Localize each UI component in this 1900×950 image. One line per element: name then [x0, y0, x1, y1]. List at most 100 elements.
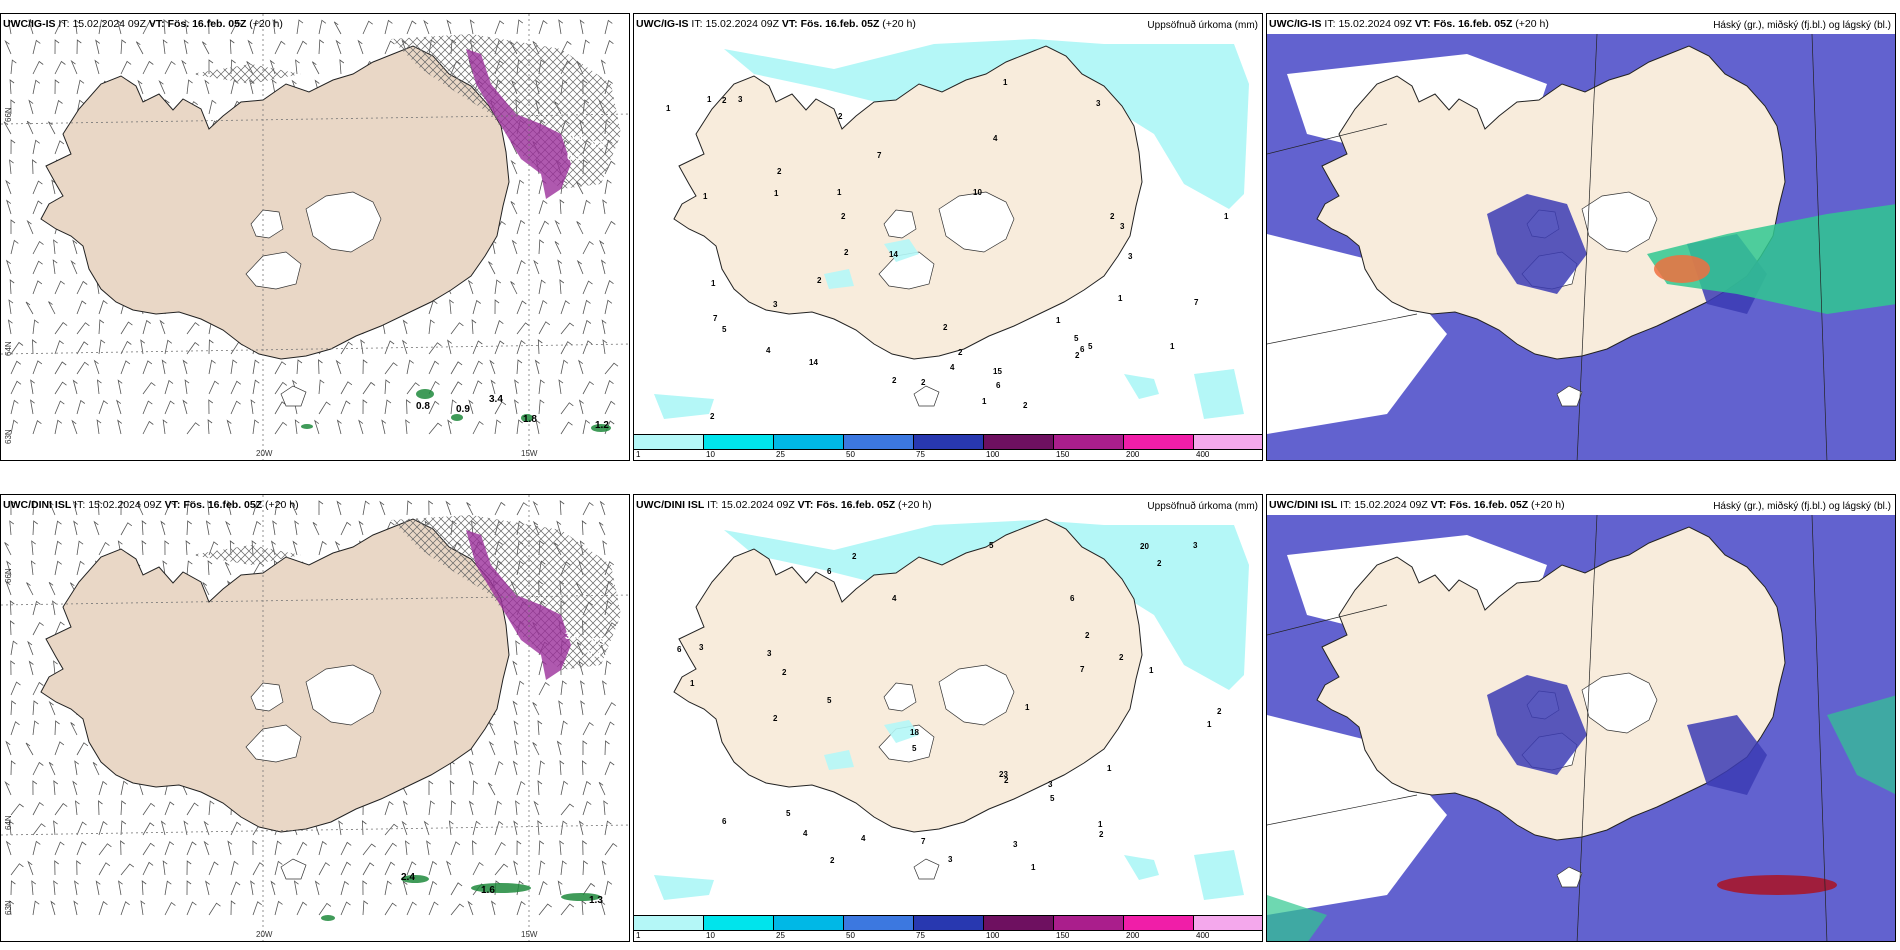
wind-barb [32, 840, 41, 856]
colorbar-swatch [634, 915, 704, 931]
wind-barb [472, 420, 484, 435]
wind-barb [538, 379, 545, 395]
wind-barb [516, 680, 525, 696]
wind-barb [182, 359, 188, 375]
wind-barb [205, 880, 210, 896]
wind-barb [489, 359, 496, 375]
wind-barb [142, 319, 151, 335]
wind-barb [117, 419, 123, 435]
wind-barb [120, 840, 125, 856]
precip-value: 2 [958, 348, 963, 357]
wind-barb [252, 359, 260, 375]
wind-barb [230, 359, 238, 375]
precip-value: 2 [1110, 212, 1115, 221]
wind-barb [186, 342, 200, 355]
wind-barb [447, 339, 452, 355]
wind-barb [164, 501, 175, 516]
wind-barb [428, 860, 438, 876]
wind-barb [186, 901, 197, 916]
wind-barb [54, 520, 62, 536]
precip-value: 3 [699, 643, 704, 652]
wind-barb [559, 760, 565, 776]
lead-time: (+20 h) [1531, 499, 1565, 511]
wind-barb [10, 880, 16, 896]
wind-barb [201, 41, 210, 55]
precip-cyan [724, 39, 1249, 209]
wind-map: 0.3 0.3 0.5 0.8 0.9 3.4 1.8 1.2 [1, 14, 629, 460]
cloud-panel-ig: UWC/IG-IS IT: 15.02.2024 09Z VT: Fös. 16… [1266, 13, 1896, 461]
latitude-gridline [1, 824, 629, 836]
wind-barb [318, 500, 324, 515]
precip-value: 2 [1023, 401, 1028, 410]
model-name: UWC/DINI ISL [1269, 499, 1338, 511]
wind-barb [32, 681, 44, 696]
wind-barb [339, 59, 345, 75]
wind-barb [576, 259, 584, 275]
wind-barb [76, 79, 85, 95]
wind-barb [516, 19, 524, 35]
colorbar-swatch [984, 434, 1054, 450]
wind-barb [185, 540, 191, 556]
wind-barb [516, 840, 522, 856]
it-label: IT: [1340, 499, 1352, 511]
wind-barb [472, 299, 481, 315]
model-name: UWC/DINI ISL [3, 499, 72, 511]
wind-barb [576, 221, 584, 235]
colorbar-label: 10 [706, 450, 715, 459]
wind-barb [252, 901, 262, 916]
wind-barb [494, 299, 500, 315]
wind-barb [54, 60, 66, 75]
wind-barb [32, 600, 41, 616]
wind-barb [72, 780, 78, 796]
wind-map: 3.4 0.50.4 2.4 1.6 1.3 [1, 495, 629, 941]
wind-barb [10, 760, 16, 776]
wind-barb [494, 279, 502, 295]
precip-value: 1 [690, 679, 695, 688]
wind-barb [488, 261, 496, 275]
wind-barb [448, 820, 454, 836]
it-value: 15.02.2024 09Z [1338, 18, 1412, 30]
colorbar-swatch [844, 434, 914, 450]
wind-barb [336, 500, 342, 516]
wind-barb [598, 521, 606, 536]
precip-value: 5 [1050, 794, 1055, 803]
wind-barb [582, 419, 591, 435]
wind-barb [10, 721, 20, 736]
wind-barb [515, 800, 520, 816]
wind-barb [362, 381, 376, 395]
wind-barb [294, 520, 300, 536]
wind-barb [97, 500, 103, 516]
colorbar-label: 25 [776, 931, 785, 940]
wind-barb [186, 422, 200, 435]
wind-barb [54, 99, 63, 115]
precip-value: 3 [1013, 840, 1018, 849]
panel-title: Háský (gr.), miðský (fj.bl.) og lágský (… [1713, 20, 1891, 31]
colorbar-swatch [1054, 915, 1124, 931]
precip-value: 2 [943, 323, 948, 332]
wind-barb [513, 720, 519, 736]
colorbar-swatch [1124, 434, 1194, 450]
high-cloud-area [1267, 895, 1327, 941]
wind-barb [446, 860, 452, 876]
wind-barb [296, 40, 308, 55]
wind-barb [428, 342, 442, 355]
precip-value: 4 [803, 829, 808, 838]
wind-barb [450, 399, 457, 415]
precip-value: 7 [713, 314, 718, 323]
wind-barb [582, 501, 594, 516]
wind-barb [578, 359, 584, 375]
wind-barb [604, 761, 615, 776]
precip-value: 1 [1056, 316, 1061, 325]
wind-barb [290, 502, 298, 516]
precip-cyan [1124, 855, 1159, 880]
wind-barb [516, 300, 527, 315]
wind-barb [32, 621, 44, 636]
wind-barb [48, 500, 56, 516]
wind-barb [120, 39, 127, 55]
wind-barb [4, 542, 12, 556]
wind-barb [582, 199, 591, 215]
wind-barb [604, 220, 616, 235]
wind-barb [538, 299, 548, 315]
wind-barb [532, 500, 540, 516]
wind-barb [494, 863, 509, 876]
